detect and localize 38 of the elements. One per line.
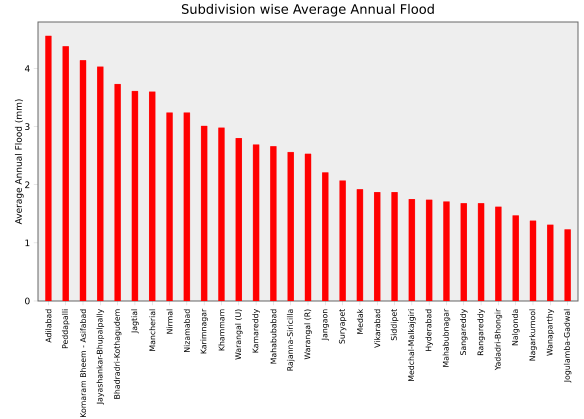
bar <box>374 192 380 301</box>
bar <box>512 215 519 301</box>
bar <box>426 200 432 301</box>
y-tick-label: 2 <box>25 181 30 188</box>
bar <box>495 206 502 301</box>
bar <box>200 126 208 301</box>
bar <box>114 84 121 301</box>
bar <box>322 172 329 301</box>
y-tick-label: 3 <box>25 123 30 130</box>
bar <box>149 92 156 301</box>
bar <box>62 46 69 301</box>
bar <box>304 154 312 301</box>
bar <box>287 152 294 301</box>
bar <box>270 146 277 301</box>
bar <box>408 199 416 301</box>
bar <box>218 128 225 301</box>
bar <box>339 180 346 301</box>
bar <box>443 201 450 301</box>
bar <box>547 224 554 301</box>
bar <box>236 138 242 301</box>
bar <box>80 60 86 301</box>
bar <box>184 112 190 301</box>
bar <box>356 189 364 301</box>
y-tick-label: 1 <box>25 240 30 246</box>
y-axis-title: Average Annual Flood (mm) <box>14 99 24 224</box>
bar <box>166 112 173 301</box>
bar <box>45 36 52 301</box>
bar <box>97 66 104 301</box>
chart-title: Subdivision wise Average Annual Flood <box>182 4 434 16</box>
bar <box>564 229 571 301</box>
bar <box>460 203 467 301</box>
bar <box>252 144 260 301</box>
y-tick-label: 4 <box>24 65 30 72</box>
bar <box>132 90 138 301</box>
bar <box>478 203 484 301</box>
y-tick-label: 0 <box>25 298 30 304</box>
bar <box>391 192 398 301</box>
bar <box>530 220 536 301</box>
